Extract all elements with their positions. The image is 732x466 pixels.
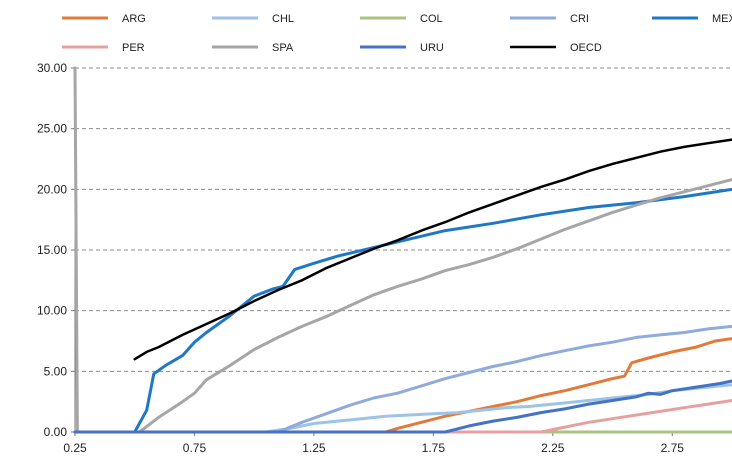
series-line-spa — [73, 66, 732, 434]
x-tick-label: 0.75 — [183, 441, 207, 455]
legend-item-arg: ARG — [62, 13, 146, 25]
y-axis: 0.00 5.00 10.00 15.00 20.00 25.00 30.00 — [37, 61, 76, 439]
x-tick-label: 2.75 — [661, 441, 685, 455]
legend-label: URU — [420, 42, 444, 54]
y-tick-label: 30.00 — [37, 61, 67, 75]
legend-item-cri: CRI — [510, 13, 589, 25]
y-tick-label: 10.00 — [37, 304, 67, 318]
x-axis: 0.25 0.75 1.25 1.75 2.25 2.75 — [63, 431, 732, 455]
legend-label: PER — [122, 42, 145, 54]
x-tick-label: 0.25 — [63, 441, 87, 455]
legend-item-col: COL — [360, 13, 443, 25]
legend-label: SPA — [272, 42, 294, 54]
legend-item-oecd: OECD — [510, 42, 602, 54]
series-lines — [73, 66, 732, 434]
legend-item-uru: URU — [360, 42, 444, 54]
y-tick-label: 25.00 — [37, 122, 67, 136]
legend-label: CHL — [272, 13, 294, 25]
legend: ARG CHL COL CRI MEX PER SPA URU OECD — [62, 13, 732, 54]
x-tick-label: 2.25 — [541, 441, 565, 455]
legend-item-chl: CHL — [212, 13, 294, 25]
gridlines — [75, 67, 732, 372]
legend-item-mex: MEX — [652, 13, 732, 25]
legend-item-per: PER — [62, 42, 145, 54]
series-line-oecd — [133, 138, 732, 361]
series-line-uru — [73, 379, 732, 434]
y-tick-label: 20.00 — [37, 182, 67, 196]
legend-item-spa: SPA — [212, 42, 294, 54]
series-line-chl — [73, 383, 732, 434]
x-tick-label: 1.75 — [422, 441, 446, 455]
legend-label: MEX — [712, 13, 732, 25]
legend-label: OECD — [570, 42, 602, 54]
legend-label: ARG — [122, 13, 146, 25]
legend-label: COL — [420, 13, 443, 25]
y-tick-label: 15.00 — [37, 243, 67, 257]
series-line-cri — [73, 324, 732, 434]
x-tick-label: 1.25 — [302, 441, 326, 455]
y-tick-label: 5.00 — [44, 364, 68, 378]
legend-label: CRI — [570, 13, 589, 25]
series-line-per — [73, 399, 732, 434]
y-tick-label: 0.00 — [44, 425, 68, 439]
series-line-mex — [73, 187, 732, 434]
series-line-arg — [73, 337, 732, 434]
